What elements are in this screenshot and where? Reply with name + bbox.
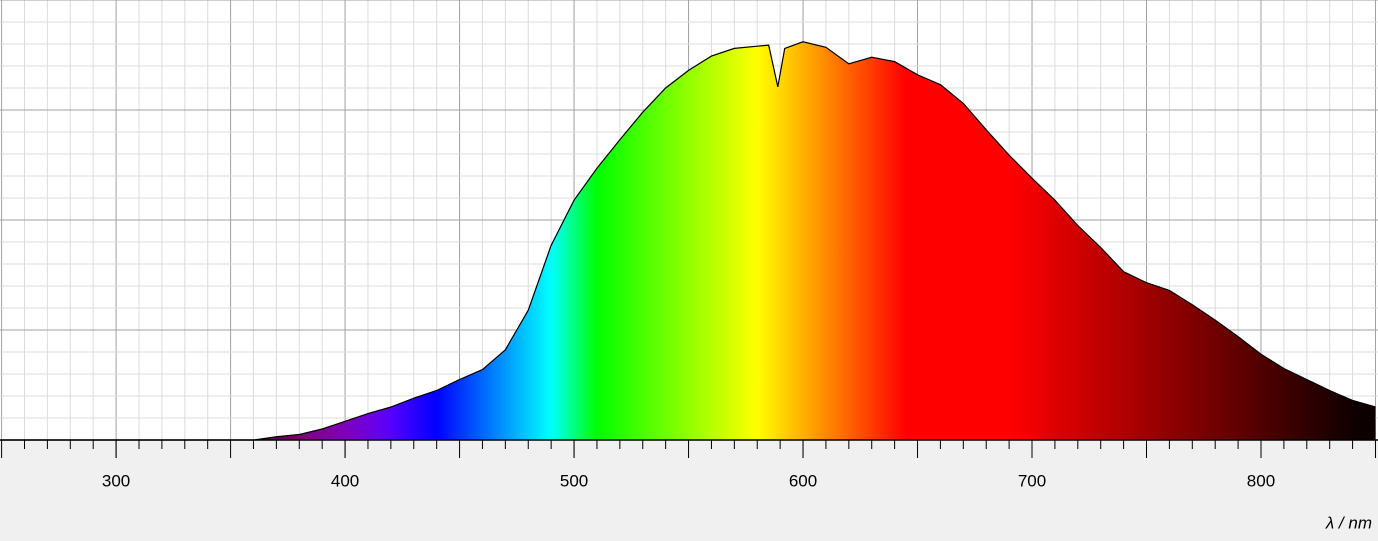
- x-tick-label: 800: [1247, 471, 1275, 490]
- x-tick-label: 500: [560, 471, 588, 490]
- x-axis-label: λ / nm: [1325, 513, 1372, 532]
- x-tick-label: 700: [1018, 471, 1046, 490]
- x-tick-label: 600: [789, 471, 817, 490]
- x-tick-label: 400: [331, 471, 359, 490]
- x-tick-label: 300: [102, 471, 130, 490]
- spectrum-area: [1, 41, 1376, 441]
